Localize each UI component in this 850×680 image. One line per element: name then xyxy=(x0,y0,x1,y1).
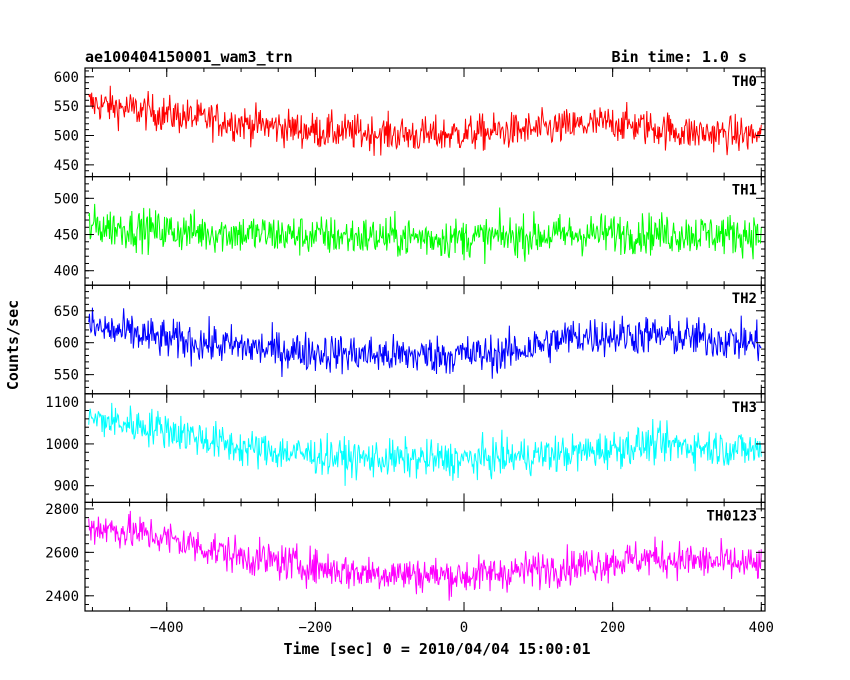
panel-th3: 900 1000 1100 TH3 xyxy=(45,393,766,503)
x-tick-label: −400 xyxy=(150,620,184,636)
y-axis-label: Counts/sec xyxy=(4,300,22,390)
x-tick-label: −200 xyxy=(299,620,333,636)
panel-th2: 550 600 650 TH2 xyxy=(54,284,766,395)
x-axis-label: Time [sec] 0 = 2010/04/04 15:00:01 xyxy=(283,640,590,658)
x-tick-label: 0 xyxy=(460,620,468,636)
panel-label: TH0 xyxy=(732,74,757,90)
x-tick-label: 200 xyxy=(600,620,625,636)
y-tick-label: 2400 xyxy=(45,589,79,605)
panel-th1: 400 450 500 TH1 xyxy=(54,176,766,286)
x-tick-labels: −400 −200 0 200 400 xyxy=(150,620,774,636)
y-tick-label: 400 xyxy=(54,264,79,280)
y-tick-label: 600 xyxy=(54,70,79,86)
y-tick-label: 650 xyxy=(54,304,79,320)
panel-frame xyxy=(84,501,766,612)
y-tick-label: 500 xyxy=(54,191,79,207)
series-th1 xyxy=(88,203,762,264)
series-th0123 xyxy=(88,510,762,601)
panel-frame xyxy=(84,393,766,503)
bin-time-label: Bin time: 1.0 s xyxy=(612,48,747,66)
y-tick-label: 2600 xyxy=(45,545,79,561)
y-tick-label: 550 xyxy=(54,99,79,115)
y-tick-label: 2800 xyxy=(45,502,79,518)
y-tick-label: 500 xyxy=(54,129,79,145)
panel-label: TH3 xyxy=(732,400,757,416)
panel-th0123: 2400 2600 2800 TH0123 xyxy=(45,501,766,612)
y-tick-label: 600 xyxy=(54,336,79,352)
y-tick-label: 900 xyxy=(54,479,79,495)
panel-label: TH1 xyxy=(732,183,757,199)
panel-label: TH0123 xyxy=(706,508,757,524)
y-tick-label: 450 xyxy=(54,228,79,244)
panel-th0: 450 500 550 600 TH0 xyxy=(54,67,766,178)
chart-title: ae100404150001_wam3_trn xyxy=(85,48,293,66)
panels-group: 450 500 550 600 TH0 400 450 500 TH1 550 600 650 TH2 9… xyxy=(45,67,766,612)
series-th3 xyxy=(88,402,762,486)
y-tick-label: 550 xyxy=(54,368,79,384)
series-th0 xyxy=(88,85,762,156)
panel-label: TH2 xyxy=(732,291,757,307)
series-th2 xyxy=(88,307,762,379)
y-tick-label: 1100 xyxy=(45,395,79,411)
y-tick-label: 1000 xyxy=(45,437,79,453)
x-tick-label: 400 xyxy=(749,620,774,636)
y-tick-label: 450 xyxy=(54,158,79,174)
